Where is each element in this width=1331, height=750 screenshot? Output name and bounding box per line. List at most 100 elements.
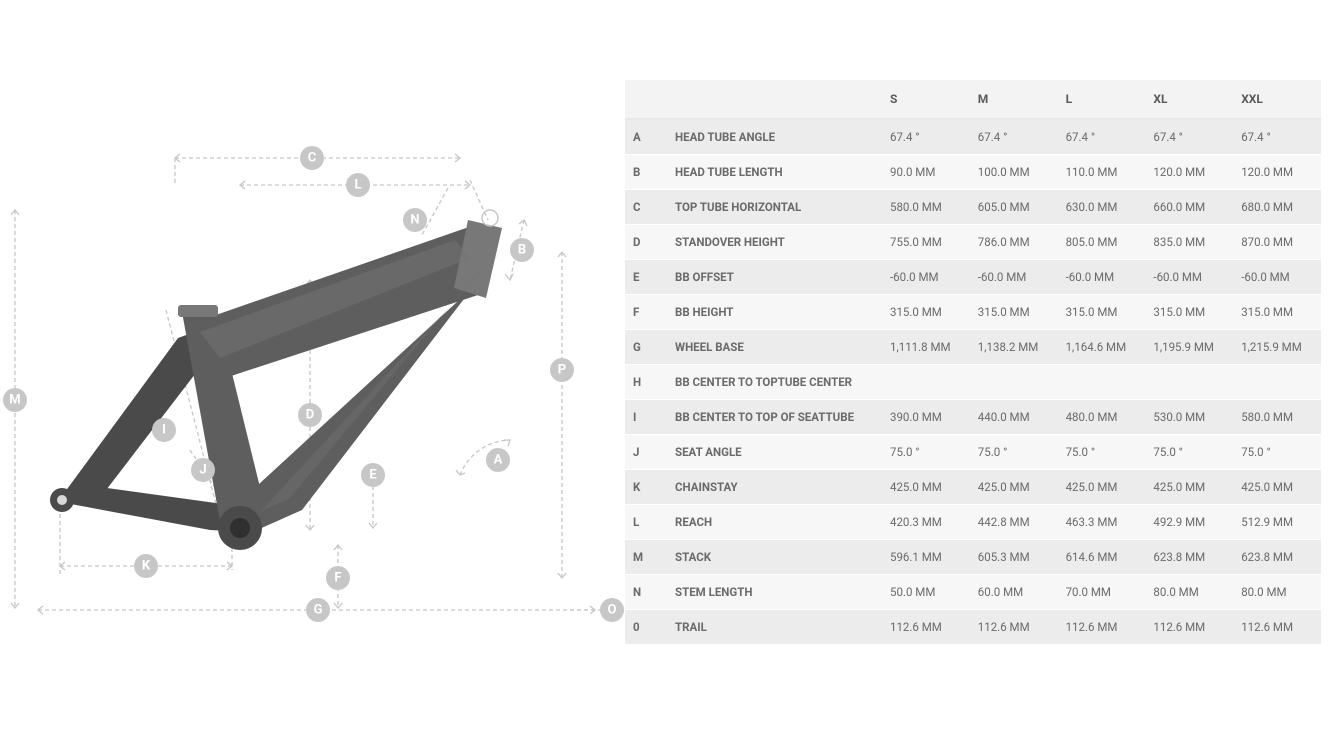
row-value: 75.0 °: [1145, 435, 1233, 470]
table-row: CTOP TUBE HORIZONTAL580.0 MM605.0 MM630.…: [625, 190, 1321, 225]
row-value: 425.0 MM: [1145, 470, 1233, 505]
row-value: 596.1 MM: [882, 540, 970, 575]
row-key: E: [625, 260, 667, 295]
table-row: GWHEEL BASE1,111.8 MM1,138.2 MM1,164.6 M…: [625, 330, 1321, 365]
row-value: 440.0 MM: [970, 400, 1058, 435]
svg-text:D: D: [306, 408, 314, 423]
table-row: JSEAT ANGLE75.0 °75.0 °75.0 °75.0 °75.0 …: [625, 435, 1321, 470]
row-label: BB HEIGHT: [667, 295, 882, 330]
table-row: BHEAD TUBE LENGTH90.0 MM100.0 MM110.0 MM…: [625, 155, 1321, 190]
row-value: [970, 365, 1058, 400]
row-value: 1,195.9 MM: [1145, 330, 1233, 365]
svg-text:L: L: [354, 178, 361, 193]
diagram-label: K: [134, 554, 158, 578]
row-value: 67.4 °: [882, 119, 970, 155]
row-value: 90.0 MM: [882, 155, 970, 190]
row-key: N: [625, 575, 667, 610]
row-value: 805.0 MM: [1058, 225, 1146, 260]
diagram-label: F: [326, 566, 350, 590]
diagram-label: D: [298, 403, 322, 427]
row-value: 835.0 MM: [1145, 225, 1233, 260]
row-value: -60.0 MM: [1233, 260, 1321, 295]
diagram-label: B: [510, 238, 534, 262]
row-value: 614.6 MM: [1058, 540, 1146, 575]
diagram-label: C: [300, 146, 324, 170]
row-value: 425.0 MM: [1058, 470, 1146, 505]
geometry-diagram: C L N B P A D E I J M K F G O: [0, 80, 625, 640]
row-value: 580.0 MM: [1233, 400, 1321, 435]
col-label: [667, 80, 882, 119]
row-label: SEAT ANGLE: [667, 435, 882, 470]
svg-text:J: J: [199, 463, 206, 478]
table-row: LREACH420.3 MM442.8 MM463.3 MM492.9 MM51…: [625, 505, 1321, 540]
row-value: 60.0 MM: [970, 575, 1058, 610]
table-row: AHEAD TUBE ANGLE67.4 °67.4 °67.4 °67.4 °…: [625, 119, 1321, 155]
row-value: 623.8 MM: [1233, 540, 1321, 575]
row-value: 75.0 °: [882, 435, 970, 470]
svg-text:K: K: [142, 559, 151, 574]
row-value: 110.0 MM: [1058, 155, 1146, 190]
svg-text:F: F: [334, 571, 341, 586]
row-value: 605.0 MM: [970, 190, 1058, 225]
diagram-label: A: [486, 448, 510, 472]
table-row: EBB OFFSET-60.0 MM-60.0 MM-60.0 MM-60.0 …: [625, 260, 1321, 295]
row-label: HEAD TUBE ANGLE: [667, 119, 882, 155]
geometry-table-panel: S M L XL XXL AHEAD TUBE ANGLE67.4 °67.4 …: [625, 80, 1331, 750]
row-value: 680.0 MM: [1233, 190, 1321, 225]
diagram-label: E: [361, 463, 385, 487]
table-row: NSTEM LENGTH50.0 MM60.0 MM70.0 MM80.0 MM…: [625, 575, 1321, 610]
row-key: M: [625, 540, 667, 575]
row-value: [1233, 365, 1321, 400]
row-value: 420.3 MM: [882, 505, 970, 540]
svg-text:N: N: [410, 213, 419, 228]
svg-text:E: E: [369, 468, 377, 483]
table-row: HBB CENTER TO TOPTUBE CENTER: [625, 365, 1321, 400]
diagram-label: J: [191, 458, 215, 482]
row-value: 425.0 MM: [1233, 470, 1321, 505]
row-value: [882, 365, 970, 400]
table-header-row: S M L XL XXL: [625, 80, 1321, 119]
row-value: 442.8 MM: [970, 505, 1058, 540]
row-value: 463.3 MM: [1058, 505, 1146, 540]
row-label: STANDOVER HEIGHT: [667, 225, 882, 260]
row-value: 112.6 MM: [1233, 610, 1321, 645]
row-value: 67.4 °: [1058, 119, 1146, 155]
row-value: 112.6 MM: [970, 610, 1058, 645]
row-value: 112.6 MM: [882, 610, 970, 645]
row-value: 390.0 MM: [882, 400, 970, 435]
row-value: -60.0 MM: [1058, 260, 1146, 295]
row-value: 50.0 MM: [882, 575, 970, 610]
col-size: L: [1058, 80, 1146, 119]
row-value: 315.0 MM: [1145, 295, 1233, 330]
row-value: 315.0 MM: [1058, 295, 1146, 330]
row-value: 315.0 MM: [1233, 295, 1321, 330]
svg-text:O: O: [608, 603, 617, 618]
row-label: HEAD TUBE LENGTH: [667, 155, 882, 190]
row-value: 630.0 MM: [1058, 190, 1146, 225]
row-value: 112.6 MM: [1145, 610, 1233, 645]
diagram-label: N: [403, 208, 427, 232]
row-value: 120.0 MM: [1145, 155, 1233, 190]
row-value: 1,164.6 MM: [1058, 330, 1146, 365]
diagram-label: M: [3, 388, 27, 412]
row-value: [1145, 365, 1233, 400]
row-value: 80.0 MM: [1145, 575, 1233, 610]
diagram-label: I: [152, 418, 176, 442]
row-value: 480.0 MM: [1058, 400, 1146, 435]
row-value: 660.0 MM: [1145, 190, 1233, 225]
row-key: K: [625, 470, 667, 505]
table-row: FBB HEIGHT315.0 MM315.0 MM315.0 MM315.0 …: [625, 295, 1321, 330]
col-key: [625, 80, 667, 119]
row-key: D: [625, 225, 667, 260]
svg-text:A: A: [494, 453, 503, 468]
row-value: 425.0 MM: [970, 470, 1058, 505]
row-label: BB OFFSET: [667, 260, 882, 295]
diagram-label: O: [600, 598, 624, 622]
row-value: 67.4 °: [970, 119, 1058, 155]
row-value: 425.0 MM: [882, 470, 970, 505]
row-key: H: [625, 365, 667, 400]
svg-text:B: B: [518, 243, 526, 258]
table-row: KCHAINSTAY425.0 MM425.0 MM425.0 MM425.0 …: [625, 470, 1321, 505]
col-size: M: [970, 80, 1058, 119]
row-label: TOP TUBE HORIZONTAL: [667, 190, 882, 225]
